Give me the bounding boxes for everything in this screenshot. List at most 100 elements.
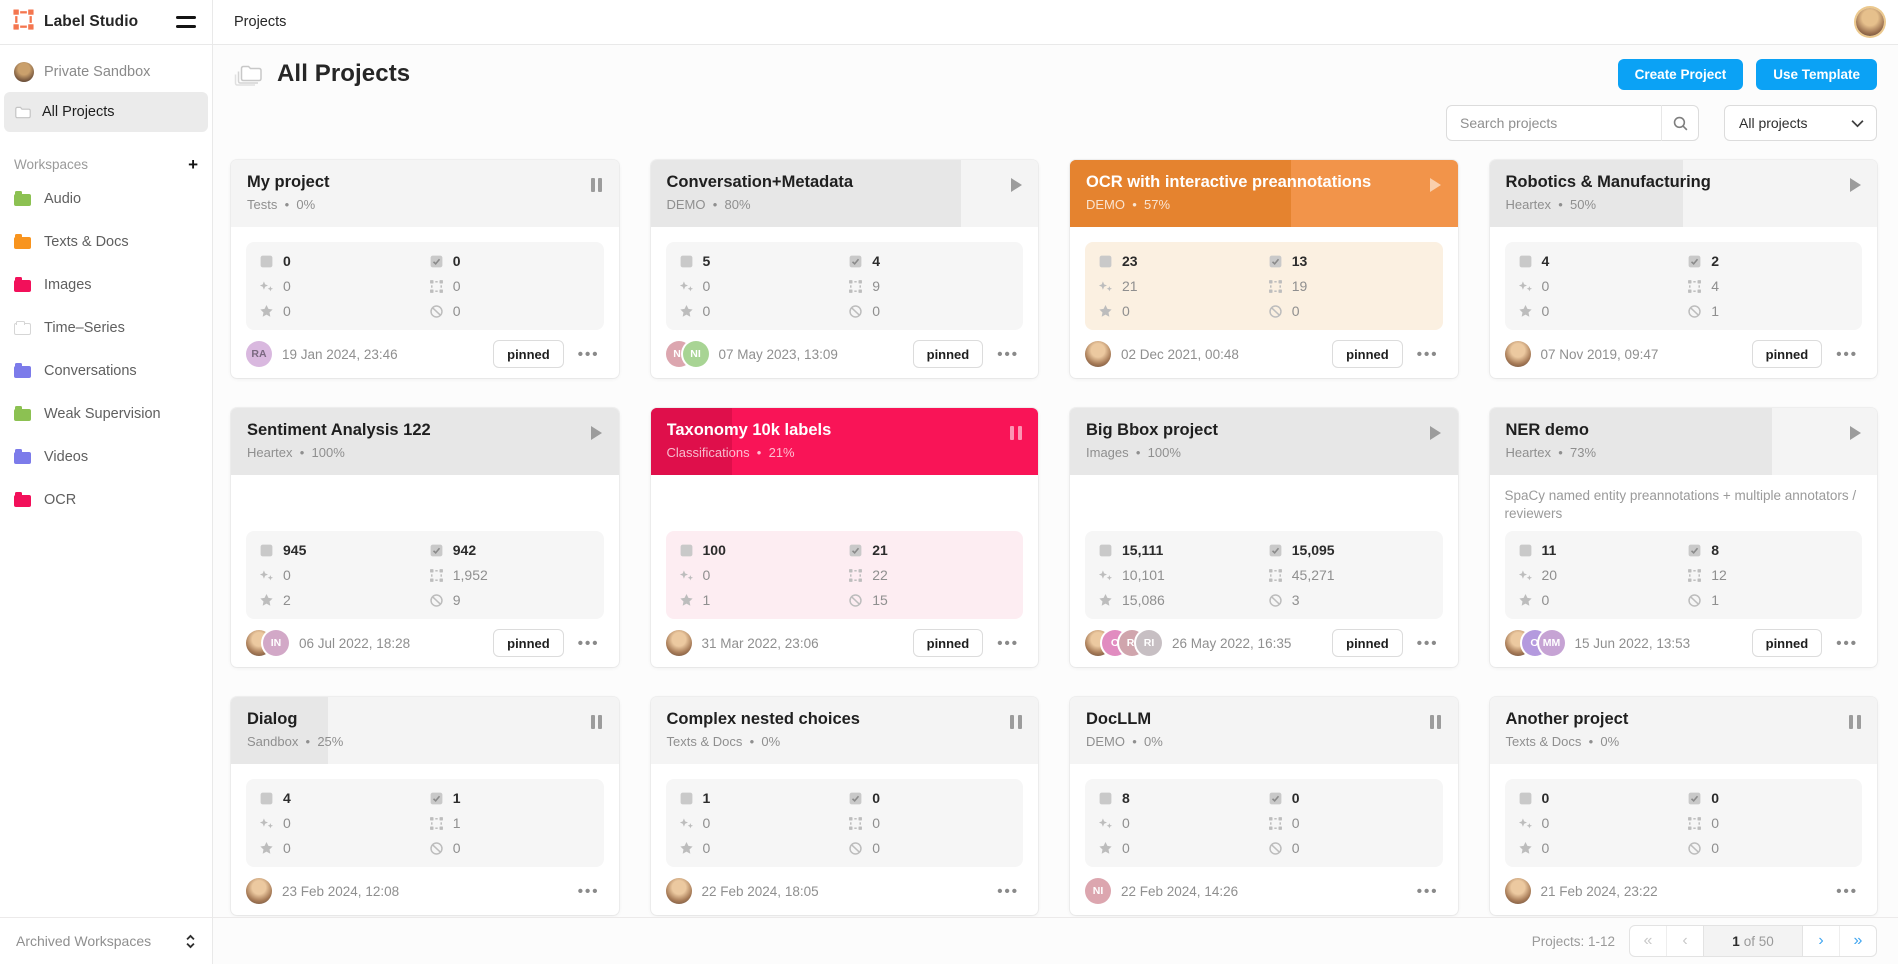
project-card[interactable]: My project Tests • 0% 0 0 0 0 0 <box>231 160 619 378</box>
card-menu-button[interactable]: ••• <box>997 345 1019 363</box>
play-icon[interactable] <box>1010 178 1022 192</box>
sidebar-workspace-3[interactable]: Time–Series <box>0 306 212 349</box>
stat-value: 0 <box>1291 790 1300 806</box>
project-card[interactable]: Another project Texts & Docs • 0% 0 0 0 … <box>1489 697 1878 915</box>
card-control[interactable] <box>994 160 1038 227</box>
previous-page-icon[interactable]: ‹ <box>1682 932 1688 949</box>
card-body: 8 0 0 0 0 0 <box>1070 764 1458 867</box>
first-page-icon[interactable]: « <box>1643 932 1653 949</box>
card-menu-button[interactable]: ••• <box>577 882 600 900</box>
sidebar-workspace-5[interactable]: Weak Supervision <box>0 392 212 435</box>
tasks-icon <box>260 544 273 556</box>
card-control[interactable] <box>1833 408 1877 475</box>
user-avatar <box>14 62 34 82</box>
card-menu-button[interactable]: ••• <box>1416 345 1439 363</box>
project-card[interactable]: Big Bbox project Images • 100% 15,111 15… <box>1070 408 1458 667</box>
card-menu-button[interactable]: ••• <box>1416 634 1439 652</box>
project-card[interactable]: DocLLM DEMO • 0% 8 0 0 0 0 0 <box>1070 697 1458 915</box>
completed-icon <box>430 255 443 267</box>
pinned-badge[interactable]: pinned <box>493 629 564 657</box>
sidebar-workspace-7[interactable]: OCR <box>0 478 212 521</box>
pinned-badge[interactable]: pinned <box>1332 629 1403 657</box>
stat-value: 0 <box>1541 790 1550 806</box>
card-menu-button[interactable]: ••• <box>577 345 600 363</box>
pause-icon[interactable] <box>590 715 603 729</box>
card-control[interactable] <box>994 408 1038 475</box>
project-card[interactable]: Dialog Sandbox • 25% 4 1 0 1 0 0 <box>231 697 619 915</box>
pinned-badge[interactable]: pinned <box>1751 629 1823 657</box>
project-card[interactable]: OCR with interactive preannotations DEMO… <box>1070 160 1458 378</box>
card-menu-button[interactable]: ••• <box>997 634 1019 652</box>
last-updated-date: 26 May 2022, 16:35 <box>1172 635 1292 651</box>
project-card[interactable]: Sentiment Analysis 122 Heartex • 100% 94… <box>231 408 619 667</box>
play-icon[interactable] <box>1849 426 1861 440</box>
sidebar-workspace-4[interactable]: Conversations <box>0 349 212 392</box>
pause-icon[interactable] <box>1010 715 1022 729</box>
pause-icon[interactable] <box>1849 715 1861 729</box>
sidebar-workspace-6[interactable]: Videos <box>0 435 212 478</box>
card-menu-button[interactable]: ••• <box>997 882 1019 900</box>
card-footer: 21 Feb 2024, 23:22 ••• <box>1490 867 1878 915</box>
search-icon[interactable] <box>1661 105 1699 141</box>
add-workspace-button[interactable]: + <box>188 155 198 174</box>
account-avatar[interactable] <box>1856 8 1884 36</box>
project-card[interactable]: NER demo Heartex • 73% SpaCy named entit… <box>1489 408 1877 667</box>
sidebar-item-all-projects[interactable]: All Projects <box>4 92 208 132</box>
project-card[interactable]: Complex nested choices Texts & Docs • 0%… <box>650 697 1038 915</box>
card-control[interactable] <box>575 697 619 764</box>
card-control[interactable] <box>994 697 1038 764</box>
projects-filter-dropdown[interactable]: All projects <box>1724 105 1877 141</box>
card-header: Big Bbox project Images • 100% <box>1070 408 1458 475</box>
pause-icon[interactable] <box>590 178 603 192</box>
filter-selected-value: All projects <box>1739 115 1808 131</box>
sidebar-workspace-2[interactable]: Images <box>0 263 212 306</box>
card-control[interactable] <box>575 408 619 475</box>
card-header: Sentiment Analysis 122 Heartex • 100% <box>231 408 619 475</box>
pause-icon[interactable] <box>1010 426 1022 440</box>
pinned-badge[interactable]: pinned <box>1751 340 1823 368</box>
project-card[interactable]: Taxonomy 10k labels Classifications • 21… <box>650 408 1038 667</box>
stat-value: 0 <box>1291 303 1300 319</box>
create-project-button[interactable]: Create Project <box>1617 58 1744 90</box>
sidebar-item-private-sandbox[interactable]: Private Sandbox <box>4 52 208 92</box>
sidebar-workspace-1[interactable]: Texts & Docs <box>0 220 212 263</box>
stat-completed: 1 <box>429 790 591 806</box>
stat-value: 0 <box>1711 815 1720 831</box>
card-menu-button[interactable]: ••• <box>1836 634 1858 652</box>
play-icon[interactable] <box>591 426 602 440</box>
card-menu-button[interactable]: ••• <box>577 634 600 652</box>
archived-workspaces-toggle[interactable]: Archived Workspaces <box>0 917 212 964</box>
card-control[interactable] <box>1833 160 1877 227</box>
card-control[interactable] <box>1833 697 1877 764</box>
menu-toggle-icon[interactable] <box>174 12 198 31</box>
pagination-bar: Projects: 1-12 « ‹ 1 of 50 › » <box>213 917 1898 964</box>
card-control[interactable] <box>1414 160 1458 227</box>
app-logo[interactable]: Label Studio <box>12 8 138 36</box>
play-icon[interactable] <box>1430 178 1441 192</box>
stat-value: 9 <box>872 278 881 294</box>
project-card[interactable]: Robotics & Manufacturing Heartex • 50% 4… <box>1489 160 1877 378</box>
workspace-name: Texts & Docs <box>44 233 129 250</box>
pause-icon[interactable] <box>1429 715 1442 729</box>
avatar-group <box>246 878 272 904</box>
sidebar-workspace-0[interactable]: Audio <box>0 177 212 220</box>
card-control[interactable] <box>575 160 619 227</box>
use-template-button[interactable]: Use Template <box>1756 58 1877 90</box>
pinned-badge[interactable]: pinned <box>912 340 984 368</box>
play-icon[interactable] <box>1430 426 1441 440</box>
pinned-badge[interactable]: pinned <box>493 340 564 368</box>
card-menu-button[interactable]: ••• <box>1836 345 1858 363</box>
last-page-icon[interactable]: » <box>1853 932 1863 949</box>
play-icon[interactable] <box>1849 178 1861 192</box>
stat-ground-truths: 0 <box>1098 840 1260 856</box>
pinned-badge[interactable]: pinned <box>912 629 984 657</box>
predictions-icon <box>1518 817 1532 828</box>
next-page-icon[interactable]: › <box>1818 932 1824 949</box>
pinned-badge[interactable]: pinned <box>1332 340 1403 368</box>
search-input[interactable] <box>1446 105 1699 141</box>
card-control[interactable] <box>1414 697 1458 764</box>
card-menu-button[interactable]: ••• <box>1836 882 1858 900</box>
card-control[interactable] <box>1414 408 1458 475</box>
project-card[interactable]: Conversation+Metadata DEMO • 80% 5 4 0 9… <box>650 160 1038 378</box>
card-menu-button[interactable]: ••• <box>1416 882 1439 900</box>
